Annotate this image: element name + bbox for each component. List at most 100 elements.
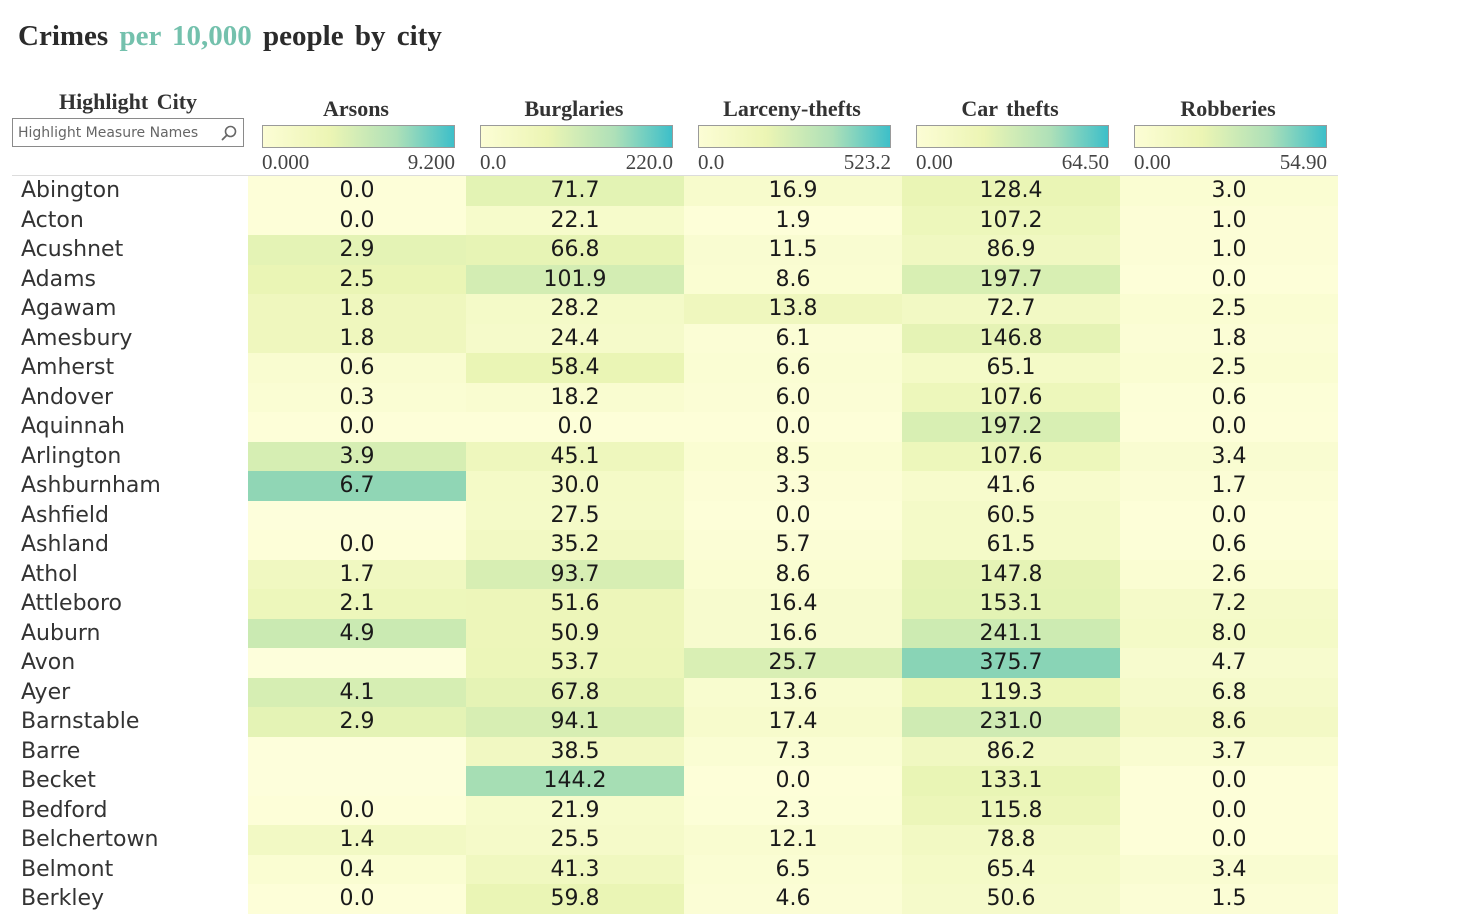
heat-cell[interactable]: 50.9 <box>466 618 684 648</box>
heat-cell[interactable]: 8.6 <box>684 264 902 294</box>
heat-cell[interactable]: 0.3 <box>248 382 466 412</box>
heat-cell[interactable]: 17.4 <box>684 707 902 737</box>
table-row[interactable]: Athol 1.7 93.7 8.6 147.8 2.6 <box>12 559 1338 589</box>
heat-cell[interactable]: 7.2 <box>1120 589 1338 619</box>
heat-cell[interactable]: 0.0 <box>248 412 466 442</box>
heat-cell[interactable]: 0.6 <box>1120 530 1338 560</box>
heat-cell[interactable]: 0.0 <box>248 884 466 914</box>
heat-cell[interactable] <box>248 648 466 678</box>
heat-cell[interactable]: 0.0 <box>1120 500 1338 530</box>
table-row[interactable]: Amherst 0.6 58.4 6.6 65.1 2.5 <box>12 353 1338 383</box>
heat-cell[interactable]: 133.1 <box>902 766 1120 796</box>
heat-cell[interactable]: 119.3 <box>902 677 1120 707</box>
city-name[interactable]: Belchertown <box>21 827 159 852</box>
heat-cell[interactable]: 241.1 <box>902 618 1120 648</box>
heat-cell[interactable]: 24.4 <box>466 323 684 353</box>
city-name[interactable]: Berkley <box>21 886 105 911</box>
heat-cell[interactable]: 86.9 <box>902 235 1120 265</box>
heat-cell[interactable]: 0.0 <box>248 176 466 206</box>
heat-cell[interactable]: 78.8 <box>902 825 1120 855</box>
heat-cell[interactable]: 21.9 <box>466 795 684 825</box>
city-name[interactable]: Becket <box>21 768 96 793</box>
heat-cell[interactable]: 0.0 <box>466 412 684 442</box>
city-name[interactable]: Athol <box>21 561 78 587</box>
heat-cell[interactable]: 4.7 <box>1120 648 1338 678</box>
heat-cell[interactable]: 107.2 <box>902 205 1120 235</box>
heat-cell[interactable]: 2.3 <box>684 795 902 825</box>
heat-cell[interactable] <box>248 500 466 530</box>
heat-cell[interactable]: 66.8 <box>466 235 684 265</box>
heat-cell[interactable]: 231.0 <box>902 707 1120 737</box>
heat-cell[interactable]: 6.6 <box>684 353 902 383</box>
heat-cell[interactable] <box>248 736 466 766</box>
city-name[interactable]: Amesbury <box>21 325 133 351</box>
table-row[interactable]: Amesbury 1.8 24.4 6.1 146.8 1.8 <box>12 323 1338 353</box>
heat-cell[interactable]: 60.5 <box>902 500 1120 530</box>
city-name[interactable]: Ashland <box>21 532 109 557</box>
heat-cell[interactable] <box>248 766 466 796</box>
heat-cell[interactable]: 30.0 <box>466 471 684 501</box>
heat-cell[interactable]: 94.1 <box>466 707 684 737</box>
heat-cell[interactable]: 3.4 <box>1120 441 1338 471</box>
heat-cell[interactable]: 1.5 <box>1120 884 1338 914</box>
table-row[interactable]: Abington 0.0 71.7 16.9 128.4 3.0 <box>12 176 1338 206</box>
heat-cell[interactable]: 6.5 <box>684 854 902 884</box>
heat-cell[interactable]: 197.7 <box>902 264 1120 294</box>
heat-cell[interactable]: 65.4 <box>902 854 1120 884</box>
heat-cell[interactable]: 16.6 <box>684 618 902 648</box>
heat-cell[interactable]: 38.5 <box>466 736 684 766</box>
heat-cell[interactable]: 101.9 <box>466 264 684 294</box>
heat-cell[interactable]: 72.7 <box>902 294 1120 324</box>
heat-cell[interactable]: 11.5 <box>684 235 902 265</box>
heat-cell[interactable]: 4.6 <box>684 884 902 914</box>
table-row[interactable]: Acushnet 2.9 66.8 11.5 86.9 1.0 <box>12 235 1338 265</box>
heat-cell[interactable]: 3.0 <box>1120 176 1338 206</box>
heat-cell[interactable]: 13.8 <box>684 294 902 324</box>
heat-cell[interactable]: 4.1 <box>248 677 466 707</box>
city-name[interactable]: Bedford <box>21 797 108 823</box>
city-name[interactable]: Barre <box>21 738 81 764</box>
heat-cell[interactable]: 0.0 <box>684 500 902 530</box>
heat-cell[interactable]: 2.5 <box>1120 294 1338 324</box>
city-name[interactable]: Belmont <box>21 856 114 882</box>
table-row[interactable]: Acton 0.0 22.1 1.9 107.2 1.0 <box>12 205 1338 235</box>
table-row[interactable]: Bedford 0.0 21.9 2.3 115.8 0.0 <box>12 795 1338 825</box>
table-row[interactable]: Ashfield 27.5 0.0 60.5 0.0 <box>12 500 1338 530</box>
heat-cell[interactable]: 0.0 <box>248 530 466 560</box>
heat-cell[interactable]: 25.5 <box>466 825 684 855</box>
heat-cell[interactable]: 1.9 <box>684 205 902 235</box>
heat-cell[interactable]: 1.0 <box>1120 235 1338 265</box>
city-name[interactable]: Acton <box>21 207 84 233</box>
heat-cell[interactable]: 27.5 <box>466 500 684 530</box>
heat-cell[interactable]: 3.9 <box>248 441 466 471</box>
heat-cell[interactable]: 0.0 <box>248 795 466 825</box>
heat-cell[interactable]: 67.8 <box>466 677 684 707</box>
highlight-search-box[interactable] <box>12 118 244 147</box>
heat-cell[interactable]: 50.6 <box>902 884 1120 914</box>
table-row[interactable]: Auburn 4.9 50.9 16.6 241.1 8.0 <box>12 618 1338 648</box>
city-name[interactable]: Auburn <box>21 620 101 646</box>
table-row[interactable]: Aquinnah 0.0 0.0 0.0 197.2 0.0 <box>12 412 1338 442</box>
heat-cell[interactable]: 2.9 <box>248 707 466 737</box>
heat-cell[interactable]: 58.4 <box>466 353 684 383</box>
heat-cell[interactable]: 5.7 <box>684 530 902 560</box>
city-name[interactable]: Attleboro <box>21 591 123 616</box>
table-row[interactable]: Avon 53.7 25.7 375.7 4.7 <box>12 648 1338 678</box>
heat-cell[interactable]: 197.2 <box>902 412 1120 442</box>
city-name[interactable]: Avon <box>21 650 76 675</box>
heat-cell[interactable]: 0.0 <box>684 766 902 796</box>
table-row[interactable]: Agawam 1.8 28.2 13.8 72.7 2.5 <box>12 294 1338 324</box>
city-name[interactable]: Amherst <box>21 355 115 380</box>
heat-cell[interactable]: 6.8 <box>1120 677 1338 707</box>
heat-cell[interactable]: 6.1 <box>684 323 902 353</box>
heat-cell[interactable]: 115.8 <box>902 795 1120 825</box>
heat-cell[interactable]: 13.6 <box>684 677 902 707</box>
table-row[interactable]: Berkley 0.0 59.8 4.6 50.6 1.5 <box>12 884 1338 914</box>
city-name[interactable]: Barnstable <box>21 709 140 734</box>
highlight-search-input[interactable] <box>13 119 218 146</box>
city-name[interactable]: Ashburnham <box>21 473 161 498</box>
city-name[interactable]: Ayer <box>21 679 71 705</box>
table-row[interactable]: Ayer 4.1 67.8 13.6 119.3 6.8 <box>12 677 1338 707</box>
heat-cell[interactable]: 6.7 <box>248 471 466 501</box>
city-name[interactable]: Agawam <box>21 296 117 321</box>
